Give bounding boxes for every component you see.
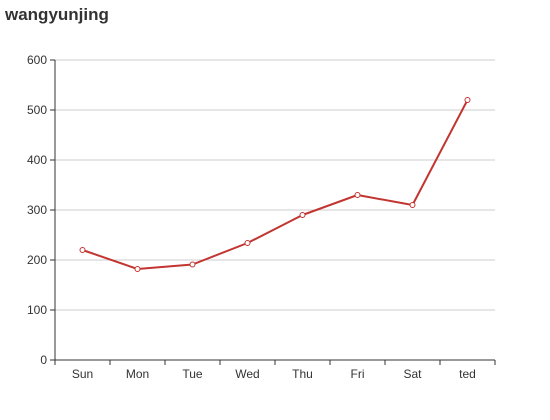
- x-tick-label: ted: [459, 367, 476, 381]
- series-line: [82, 99, 469, 270]
- axes: 0 100 200 300 400 500 600 Sun Mon Tue Wed Thu Fri Sat…: [27, 53, 496, 381]
- data-point-sat[interactable]: [409, 202, 416, 208]
- data-point-tue[interactable]: [189, 261, 196, 268]
- y-tick-label: 100: [27, 303, 47, 317]
- y-tick-label: 600: [27, 53, 47, 67]
- y-tick-label: 500: [27, 103, 47, 117]
- y-tick-label: 400: [27, 153, 47, 167]
- x-tick-label: Fri: [351, 367, 365, 381]
- y-tick-label: 0: [40, 353, 47, 367]
- data-point-wed[interactable]: [244, 240, 251, 246]
- y-tick-label: 300: [27, 203, 47, 217]
- grid-lines: [55, 59, 495, 311]
- x-tick-label: Thu: [292, 367, 313, 381]
- data-point-mon[interactable]: [134, 266, 141, 272]
- x-tick-label: Sun: [72, 367, 93, 381]
- x-tick-label: Sat: [403, 367, 422, 381]
- x-tick-label: Wed: [235, 367, 259, 381]
- x-tick-label: Mon: [126, 367, 149, 381]
- data-point-fri[interactable]: [354, 192, 361, 198]
- data-point-ted[interactable]: [464, 97, 471, 103]
- x-tick-label: Tue: [182, 367, 203, 381]
- y-tick-label: 200: [27, 253, 47, 267]
- data-point-thu[interactable]: [299, 212, 306, 218]
- series-layer: [79, 97, 471, 272]
- data-point-sun[interactable]: [79, 247, 86, 253]
- chart-title: wangyunjing: [5, 5, 109, 24]
